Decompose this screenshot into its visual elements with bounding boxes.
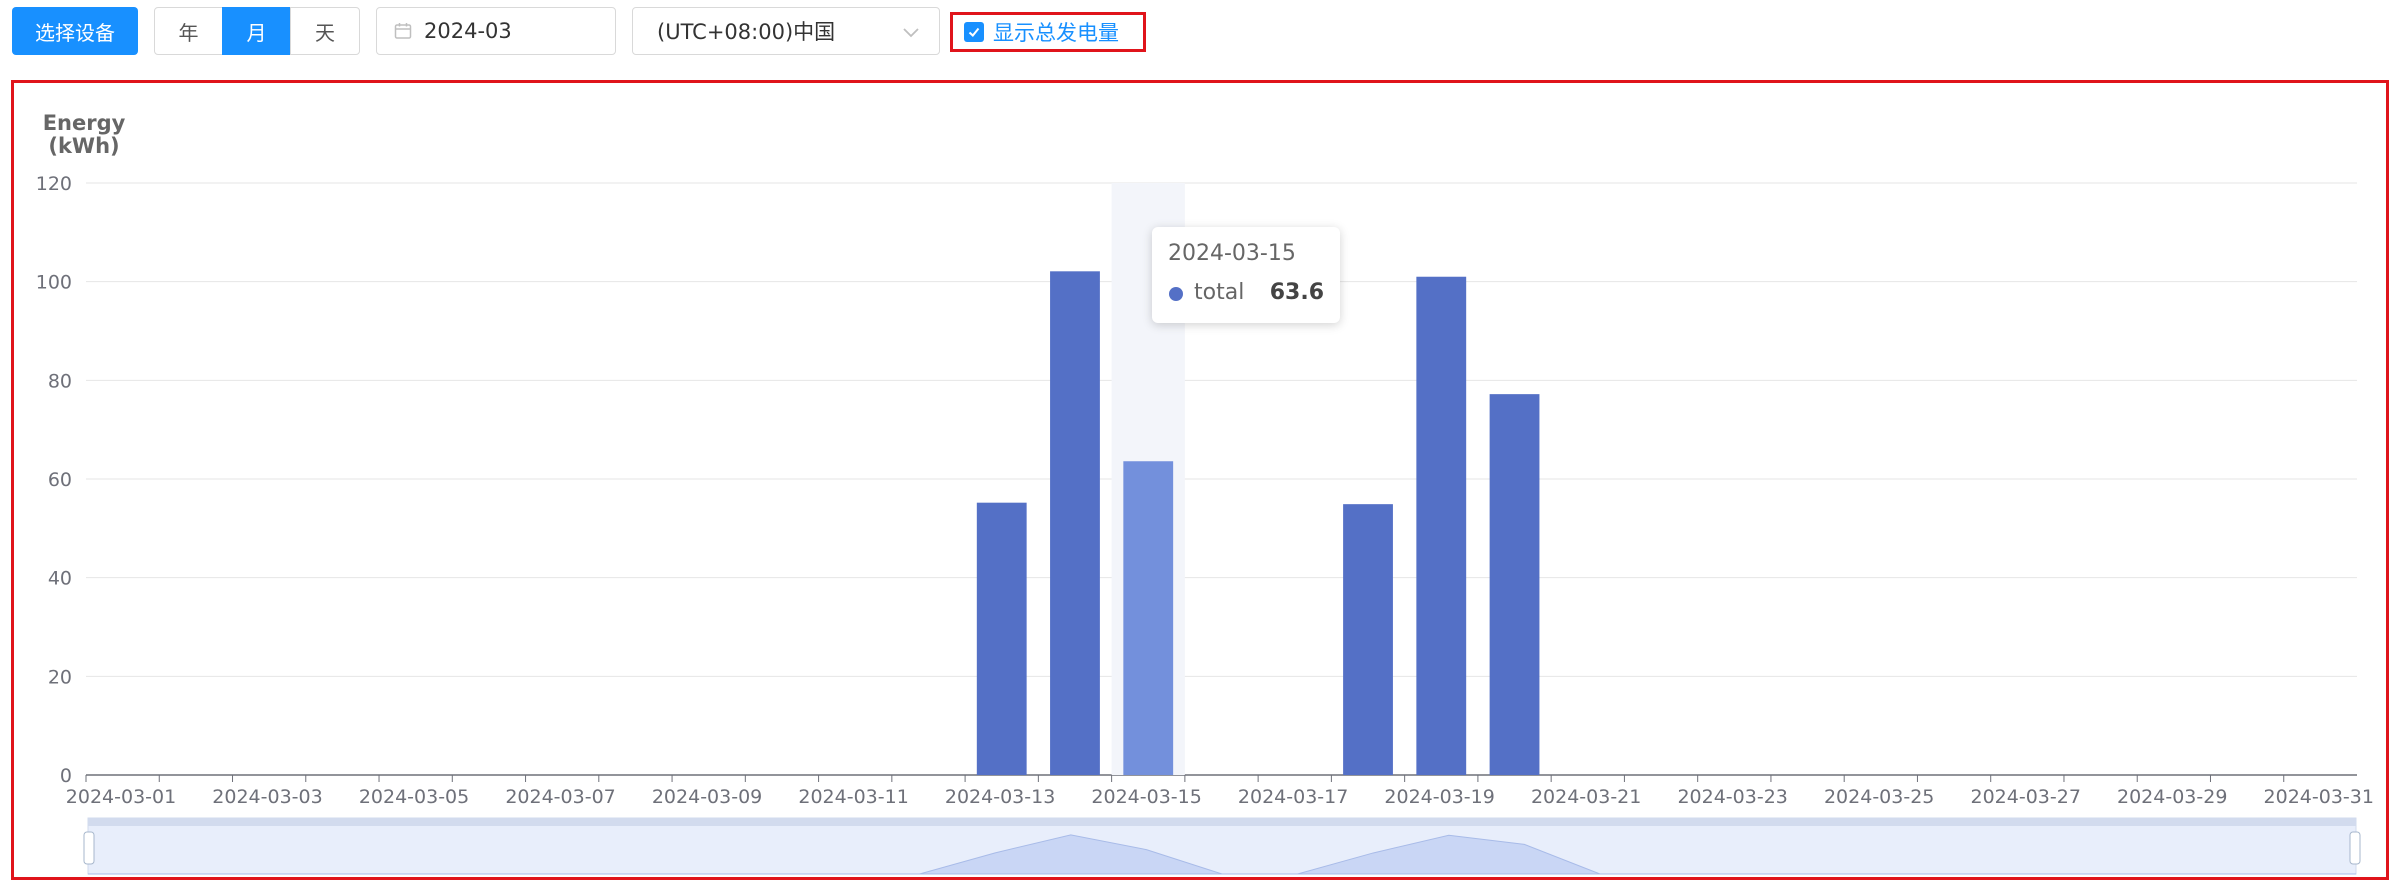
y-tick-label: 60: [48, 469, 72, 491]
x-tick-label: 2024-03-05: [359, 786, 469, 808]
tab-year-label: 年: [178, 20, 199, 45]
tooltip-value: 63.6: [1269, 280, 1324, 305]
tooltip-series-dot: [1169, 287, 1183, 301]
show-total-label: 显示总发电量: [993, 21, 1119, 45]
y-axis-label-line: (kWh): [48, 134, 119, 158]
bar-2024-03-19: [1416, 276, 1467, 775]
show-total-toggle[interactable]: 显示总发电量: [950, 12, 1146, 52]
tab-day-label: 天: [315, 20, 335, 45]
bar-2024-03-18: [1343, 504, 1393, 775]
y-tick-label: 100: [36, 272, 72, 294]
x-tick-label: 2024-03-15: [1091, 786, 1201, 808]
x-tick-label: 2024-03-31: [2264, 786, 2374, 808]
x-tick-label: 2024-03-25: [1824, 786, 1934, 808]
select-device-label: 选择设备: [35, 20, 115, 45]
x-tick-label: 2024-03-13: [945, 786, 1055, 808]
datazoom-right-handle: [2349, 831, 2361, 865]
timezone-select[interactable]: (UTC+08:00)中国: [632, 7, 940, 55]
y-axis-label-line: Energy: [43, 111, 126, 135]
chevron-down-icon: [901, 22, 921, 47]
y-tick-label: 20: [48, 666, 72, 688]
tooltip-date: 2024-03-15: [1168, 241, 1296, 266]
select-device-button[interactable]: 选择设备: [12, 7, 138, 55]
x-tick-label: 2024-03-29: [2117, 786, 2227, 808]
y-tick-label: 0: [60, 765, 72, 787]
chart-tooltip: 2024-03-15 total 63.6: [1152, 227, 1340, 323]
show-total-checkbox[interactable]: [964, 22, 984, 42]
tab-month[interactable]: 月: [222, 7, 291, 55]
tab-month-label: 月: [246, 20, 267, 45]
toolbar: 选择设备 年 月 2024-03 (UTC+08:00)中国: [0, 0, 2393, 72]
datazoom-left-handle: [83, 831, 95, 865]
tab-day[interactable]: 天: [290, 7, 360, 55]
x-tick-label: 2024-03-03: [212, 786, 322, 808]
bar-2024-03-14: [1050, 271, 1100, 775]
x-tick-label: 2024-03-23: [1677, 786, 1787, 808]
bar-2024-03-13: [976, 502, 1027, 775]
tooltip-series-name: total: [1194, 280, 1245, 305]
datazoom-preview-area: [88, 834, 2356, 875]
x-tick-label: 2024-03-11: [798, 786, 908, 808]
timezone-value: (UTC+08:00)中国: [657, 20, 836, 44]
x-tick-label: 2024-03-17: [1238, 786, 1348, 808]
x-tick-label: 2024-03-19: [1384, 786, 1494, 808]
tab-year[interactable]: 年: [154, 7, 223, 55]
chart-panel: [11, 80, 2389, 880]
x-tick-label: 2024-03-21: [1531, 786, 1641, 808]
check-icon: [968, 27, 980, 37]
y-tick-label: 40: [48, 568, 72, 590]
calendar-icon: [394, 22, 412, 40]
x-tick-label: 2024-03-01: [66, 786, 176, 808]
datazoom-top-bar: [88, 818, 2356, 826]
y-tick-label: 120: [36, 173, 72, 195]
month-picker-value: 2024-03: [424, 19, 512, 43]
y-tick-label: 80: [48, 370, 72, 392]
x-tick-label: 2024-03-27: [1970, 786, 2080, 808]
datazoom-track: [87, 817, 2357, 875]
x-tick-label: 2024-03-07: [505, 786, 615, 808]
month-picker[interactable]: 2024-03: [376, 7, 616, 55]
bar-2024-03-20: [1489, 394, 1540, 775]
bar-2024-03-15: [1123, 461, 1174, 775]
x-tick-label: 2024-03-09: [652, 786, 762, 808]
